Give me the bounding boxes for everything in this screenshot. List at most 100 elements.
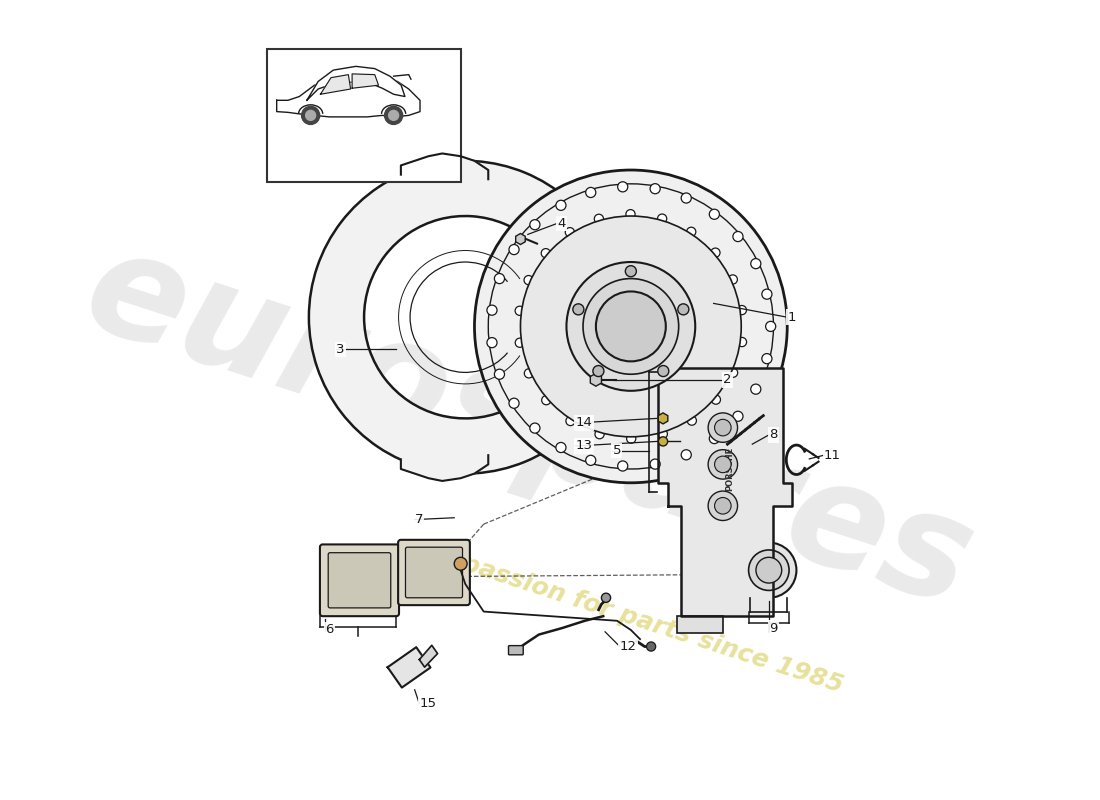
Circle shape xyxy=(494,369,505,379)
Circle shape xyxy=(737,338,747,346)
FancyBboxPatch shape xyxy=(676,616,723,633)
Circle shape xyxy=(681,193,691,203)
Circle shape xyxy=(762,354,772,364)
Circle shape xyxy=(750,258,761,269)
Circle shape xyxy=(515,306,525,315)
Text: 2: 2 xyxy=(723,374,732,386)
Circle shape xyxy=(565,417,575,426)
Circle shape xyxy=(659,437,668,446)
Circle shape xyxy=(573,304,584,315)
Circle shape xyxy=(737,306,747,314)
Circle shape xyxy=(708,413,738,442)
Circle shape xyxy=(733,411,742,422)
Circle shape xyxy=(388,110,398,120)
Circle shape xyxy=(715,456,732,473)
Polygon shape xyxy=(277,76,420,117)
Circle shape xyxy=(625,266,637,277)
Circle shape xyxy=(385,106,403,125)
Polygon shape xyxy=(400,154,488,179)
Circle shape xyxy=(583,278,679,374)
Circle shape xyxy=(301,106,320,125)
Circle shape xyxy=(766,322,775,331)
Circle shape xyxy=(593,366,604,377)
Circle shape xyxy=(306,110,316,120)
Circle shape xyxy=(749,550,789,590)
Text: 14: 14 xyxy=(575,417,593,430)
Polygon shape xyxy=(419,646,438,667)
Polygon shape xyxy=(387,647,430,687)
Text: 7: 7 xyxy=(415,513,424,526)
Circle shape xyxy=(710,434,719,444)
Circle shape xyxy=(658,366,669,377)
Circle shape xyxy=(686,227,696,237)
Circle shape xyxy=(487,338,497,348)
Text: 6: 6 xyxy=(326,623,333,637)
Circle shape xyxy=(647,642,656,651)
Circle shape xyxy=(658,430,668,438)
Circle shape xyxy=(708,450,738,479)
Circle shape xyxy=(715,498,732,514)
Polygon shape xyxy=(307,66,405,100)
Circle shape xyxy=(627,434,636,443)
Circle shape xyxy=(712,395,720,404)
FancyBboxPatch shape xyxy=(406,547,462,598)
Circle shape xyxy=(650,459,660,469)
Bar xyxy=(267,49,461,182)
FancyBboxPatch shape xyxy=(320,545,399,616)
Circle shape xyxy=(711,248,720,258)
Circle shape xyxy=(650,184,660,194)
Text: PORSCHE: PORSCHE xyxy=(726,447,735,491)
Circle shape xyxy=(541,395,551,405)
FancyBboxPatch shape xyxy=(328,553,390,608)
Circle shape xyxy=(524,275,534,285)
Circle shape xyxy=(618,461,628,471)
Text: a passion for parts since 1985: a passion for parts since 1985 xyxy=(433,544,846,698)
Text: eurospares: eurospares xyxy=(69,218,990,637)
Circle shape xyxy=(566,262,695,391)
Text: 9: 9 xyxy=(769,622,778,634)
Circle shape xyxy=(556,442,566,453)
Circle shape xyxy=(602,593,610,602)
Circle shape xyxy=(541,249,550,258)
Circle shape xyxy=(474,170,788,482)
Circle shape xyxy=(681,450,691,460)
Circle shape xyxy=(585,187,596,198)
Text: 11: 11 xyxy=(824,449,842,462)
Circle shape xyxy=(494,274,505,284)
Circle shape xyxy=(509,398,519,408)
Circle shape xyxy=(728,368,738,378)
Circle shape xyxy=(741,542,796,598)
Circle shape xyxy=(756,558,782,583)
Circle shape xyxy=(585,455,596,466)
Text: 13: 13 xyxy=(575,439,593,453)
Circle shape xyxy=(728,275,737,284)
Wedge shape xyxy=(309,161,601,474)
Circle shape xyxy=(762,289,772,299)
Circle shape xyxy=(520,216,741,437)
Polygon shape xyxy=(352,74,378,88)
FancyBboxPatch shape xyxy=(508,646,524,655)
Text: 15: 15 xyxy=(419,697,437,710)
Circle shape xyxy=(715,419,732,436)
FancyBboxPatch shape xyxy=(398,540,470,605)
Circle shape xyxy=(618,182,628,192)
Polygon shape xyxy=(400,455,488,481)
Circle shape xyxy=(596,291,666,362)
Circle shape xyxy=(688,416,696,426)
Polygon shape xyxy=(320,74,351,94)
Polygon shape xyxy=(659,368,792,616)
Circle shape xyxy=(454,558,467,570)
Circle shape xyxy=(515,338,525,347)
Circle shape xyxy=(626,210,635,218)
Circle shape xyxy=(530,423,540,433)
Text: 12: 12 xyxy=(619,640,637,653)
Circle shape xyxy=(594,214,604,223)
Circle shape xyxy=(708,491,738,521)
Circle shape xyxy=(658,214,667,223)
Circle shape xyxy=(525,369,533,378)
Circle shape xyxy=(530,220,540,230)
Circle shape xyxy=(710,209,719,219)
Text: 8: 8 xyxy=(769,429,778,442)
Text: 3: 3 xyxy=(337,343,345,356)
Circle shape xyxy=(565,227,574,237)
